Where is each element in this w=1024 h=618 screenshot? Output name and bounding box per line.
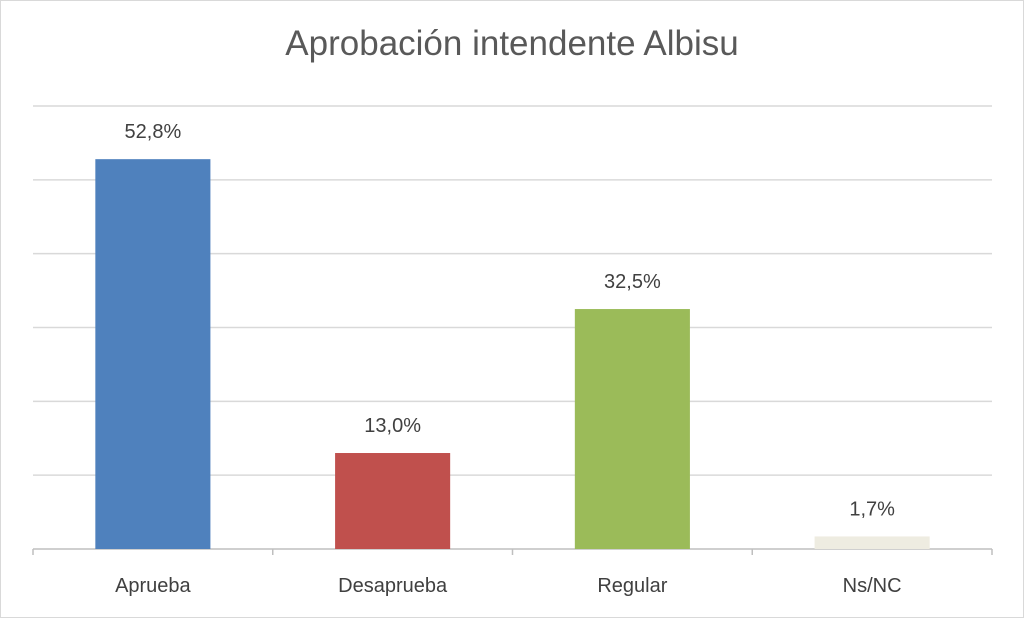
bar	[95, 159, 211, 549]
x-tick-label: Desaprueba	[338, 575, 448, 597]
bar	[814, 536, 930, 549]
x-tick-label: Ns/NC	[843, 575, 902, 597]
data-label: 13,0%	[364, 415, 421, 437]
data-label: 32,5%	[604, 271, 661, 293]
bar	[335, 453, 451, 549]
data-label: 1,7%	[849, 498, 895, 520]
data-label: 52,8%	[125, 121, 182, 143]
chart-title: Aprobación intendente Albisu	[285, 24, 739, 63]
x-tick-label: Regular	[597, 575, 667, 597]
x-tick-label: Aprueba	[115, 575, 191, 597]
bar	[574, 309, 690, 549]
